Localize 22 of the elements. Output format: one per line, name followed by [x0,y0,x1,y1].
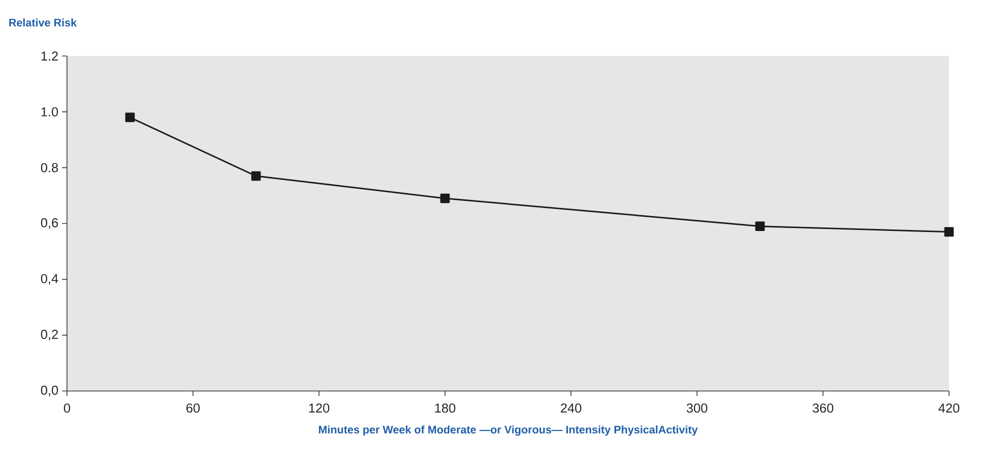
y-tick-label: 0,6 [40,218,58,229]
x-tick-label: 240 [560,403,582,413]
y-tick-label: 1.2 [41,51,58,61]
y-tick-label: 0,4 [40,274,58,285]
point [125,112,135,122]
x-tick-label: 180 [435,403,456,413]
y-tick-label: 0,0 [40,386,58,396]
x-tick-label: 60 [186,403,200,413]
y-tick-label: 0,2 [40,330,58,341]
point [755,222,765,232]
y-tick-label: 1.0 [41,107,58,116]
x-tick-label: 420 [938,403,960,413]
y-tick-label: 0.8 [40,163,58,172]
x-tick-label: 360 [812,403,834,413]
x-tick-label: 0 [64,403,70,413]
x-tick-label: 120 [309,403,330,413]
y-axis-title: Relative Risk [9,18,77,26]
x-axis-title: Minutes per Week of Moderate —or Vigorous— Intensity PhysicalActivity [318,425,698,436]
point [944,227,954,237]
x-tick-label: 300 [686,403,708,413]
point [251,171,261,181]
point [440,194,450,204]
